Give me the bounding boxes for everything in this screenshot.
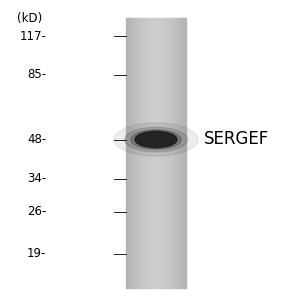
Bar xyxy=(142,18,143,288)
Bar xyxy=(179,18,180,288)
Bar xyxy=(170,18,171,288)
Bar xyxy=(174,18,175,288)
Bar xyxy=(141,18,142,288)
Text: SERGEF: SERGEF xyxy=(204,130,269,148)
Bar xyxy=(129,18,130,288)
Bar xyxy=(148,18,149,288)
Bar xyxy=(134,18,135,288)
Bar xyxy=(158,18,159,288)
Ellipse shape xyxy=(114,123,198,156)
Bar xyxy=(146,18,147,288)
Bar xyxy=(159,18,160,288)
Bar xyxy=(132,18,133,288)
Bar xyxy=(143,18,144,288)
Bar xyxy=(185,18,186,288)
Bar xyxy=(155,18,156,288)
Bar xyxy=(137,18,138,288)
Bar xyxy=(149,18,150,288)
Bar xyxy=(154,18,155,288)
Bar xyxy=(150,18,151,288)
Bar xyxy=(183,18,184,288)
Bar xyxy=(166,18,167,288)
Bar xyxy=(160,18,161,288)
Bar xyxy=(165,18,166,288)
Ellipse shape xyxy=(124,127,188,152)
Bar xyxy=(131,18,132,288)
Bar xyxy=(144,18,145,288)
Text: 85-: 85- xyxy=(27,68,46,82)
Bar xyxy=(130,18,131,288)
Bar xyxy=(156,18,157,288)
Bar xyxy=(184,18,185,288)
Bar xyxy=(139,18,140,288)
Bar xyxy=(126,18,127,288)
Bar xyxy=(168,18,169,288)
Bar xyxy=(176,18,177,288)
Bar xyxy=(153,18,154,288)
Bar xyxy=(162,18,163,288)
Text: 34-: 34- xyxy=(27,172,46,185)
Text: 26-: 26- xyxy=(27,205,46,218)
Bar xyxy=(181,18,182,288)
Bar xyxy=(182,18,183,288)
Bar xyxy=(173,18,174,288)
Bar xyxy=(161,18,162,288)
Bar xyxy=(169,18,170,288)
Bar xyxy=(180,18,181,288)
Bar xyxy=(178,18,179,288)
Bar xyxy=(172,18,173,288)
Bar xyxy=(147,18,148,288)
Bar xyxy=(177,18,178,288)
Bar xyxy=(127,18,128,288)
Ellipse shape xyxy=(135,131,177,148)
Bar xyxy=(175,18,176,288)
Bar xyxy=(167,18,168,288)
Bar xyxy=(151,18,152,288)
Bar xyxy=(128,18,129,288)
Text: 117-: 117- xyxy=(20,29,46,43)
Bar xyxy=(157,18,158,288)
Bar xyxy=(138,18,139,288)
Bar xyxy=(133,18,134,288)
Bar xyxy=(152,18,153,288)
Bar xyxy=(164,18,165,288)
Bar xyxy=(135,18,136,288)
Bar xyxy=(140,18,141,288)
Bar xyxy=(145,18,146,288)
Text: (kD): (kD) xyxy=(17,12,43,25)
Text: 48-: 48- xyxy=(27,133,46,146)
Bar xyxy=(163,18,164,288)
Text: 19-: 19- xyxy=(27,247,46,260)
Bar xyxy=(171,18,172,288)
Ellipse shape xyxy=(131,130,181,149)
Bar xyxy=(136,18,137,288)
